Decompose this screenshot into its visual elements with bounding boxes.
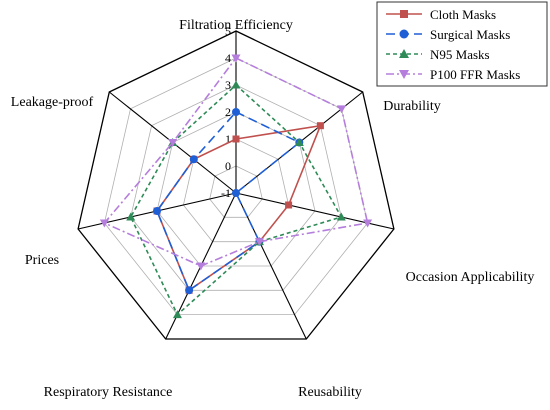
data-point bbox=[189, 155, 198, 164]
grid-ring bbox=[209, 165, 263, 218]
legend: Cloth Masks Surgical Masks N95 Masks P100 F… bbox=[376, 1, 548, 87]
data-point bbox=[294, 137, 304, 146]
grid-ring bbox=[130, 84, 342, 291]
data-point bbox=[363, 219, 373, 228]
data-point bbox=[316, 122, 324, 130]
axis-labels: Filtration Efficiency Durability Occasion … bbox=[11, 18, 535, 400]
data-point bbox=[196, 262, 206, 271]
radar-grid bbox=[77, 30, 395, 340]
data-point bbox=[399, 49, 409, 58]
data-point bbox=[399, 70, 409, 79]
legend-label: P100 FFR Masks bbox=[430, 67, 520, 82]
legend-label: Surgical Masks bbox=[430, 27, 510, 42]
axis-label: Filtration Efficiency bbox=[179, 18, 293, 33]
data-point bbox=[99, 219, 109, 228]
axis-label: Durability bbox=[383, 99, 441, 114]
grid-ring bbox=[182, 138, 290, 243]
series-group bbox=[99, 54, 373, 271]
data-point bbox=[232, 189, 240, 197]
data-point bbox=[285, 201, 293, 209]
series-line bbox=[129, 83, 343, 316]
radial-spoke bbox=[235, 192, 395, 230]
tick-label: 3 bbox=[225, 78, 231, 92]
series-layer bbox=[99, 54, 373, 319]
axis-label: Occasion Applicability bbox=[406, 270, 535, 285]
data-point bbox=[336, 212, 346, 221]
legend-label: Cloth Masks bbox=[430, 7, 496, 22]
data-point bbox=[399, 29, 409, 39]
tick-label: -1 bbox=[221, 186, 231, 200]
tick-label: 4 bbox=[225, 51, 231, 65]
grid-ring bbox=[77, 30, 395, 340]
data-point bbox=[254, 238, 264, 247]
axis-label: Leakage-proof bbox=[11, 95, 94, 110]
grid-ring bbox=[103, 57, 369, 316]
data-point bbox=[126, 212, 136, 221]
axis-label: Respiratory Resistance bbox=[44, 385, 173, 400]
grid-ring bbox=[156, 111, 316, 267]
data-point bbox=[232, 135, 240, 143]
legend-label: N95 Masks bbox=[430, 47, 490, 62]
data-point bbox=[232, 108, 240, 116]
tick-label: 2 bbox=[225, 105, 231, 119]
series-line bbox=[156, 124, 322, 292]
data-point bbox=[185, 286, 194, 295]
data-point bbox=[231, 54, 241, 63]
data-point bbox=[153, 207, 161, 215]
tick-label: 1 bbox=[225, 132, 231, 146]
data-point bbox=[168, 138, 178, 147]
data-point bbox=[400, 10, 408, 18]
radial-tick-labels: -1 0 1 2 3 4 5 bbox=[221, 24, 231, 200]
tick-label: 0 bbox=[225, 159, 231, 173]
data-point bbox=[337, 105, 347, 114]
axis-label: Prices bbox=[25, 253, 59, 268]
tick-label: 5 bbox=[225, 24, 231, 38]
data-point bbox=[172, 310, 182, 319]
series-line bbox=[103, 56, 369, 267]
data-point bbox=[231, 80, 241, 89]
radial-spoke bbox=[235, 192, 307, 340]
axis-label: Reusability bbox=[298, 385, 362, 400]
